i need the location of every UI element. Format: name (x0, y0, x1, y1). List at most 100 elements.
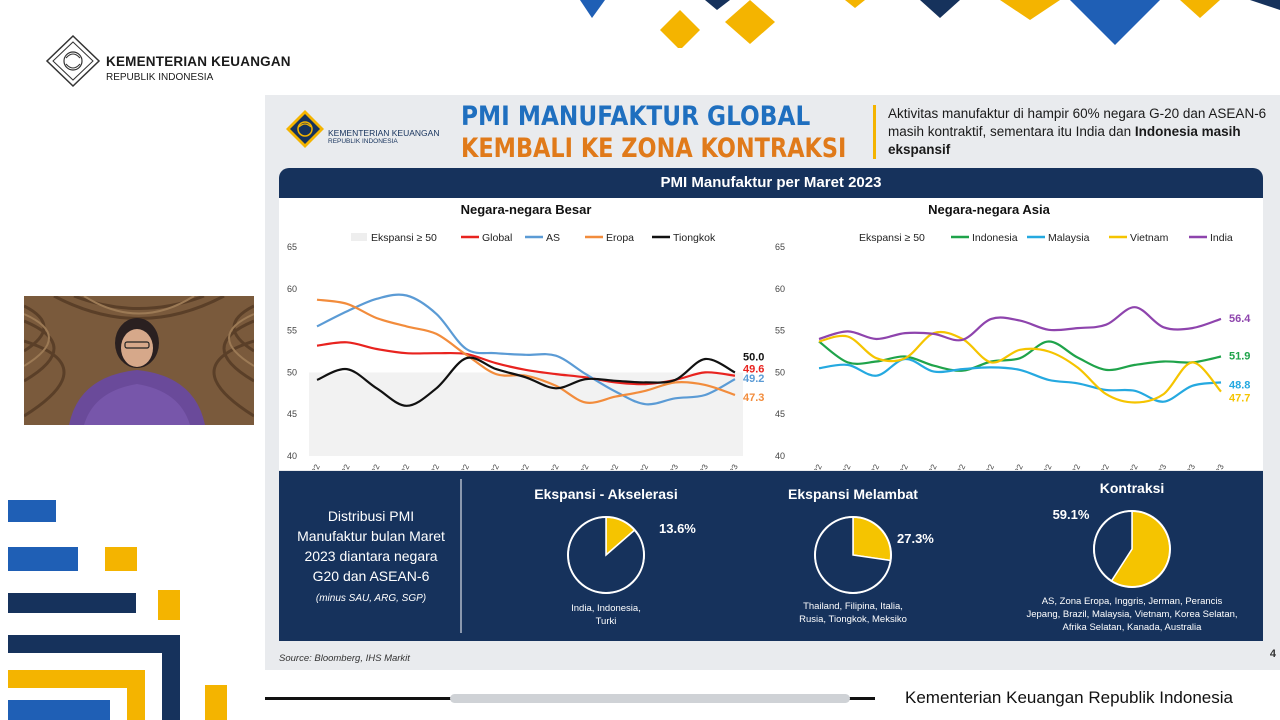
x-tick-label: Nov-22 (1092, 463, 1111, 470)
y-tick-label: 45 (287, 409, 297, 419)
y-tick-label: 40 (775, 451, 785, 461)
series-line-as (316, 293, 736, 406)
pie-slice-highlight (852, 516, 892, 562)
x-tick-label: Jun-22 (949, 463, 968, 470)
x-tick-label: Feb-22 (834, 463, 853, 470)
source-note: Source: Bloomberg, IHS Markit (279, 653, 410, 664)
x-tick-label: Jun-22 (453, 463, 472, 470)
y-tick-label: 60 (287, 284, 297, 294)
series-line-vietnam (818, 330, 1222, 404)
top-decoration (580, 0, 1280, 48)
y-tick-label: 40 (287, 451, 297, 461)
line-chart-negara-asia: Negara-negara Asia 40 45 50 55 60 65 Jan-22 Feb-… (775, 202, 1251, 470)
expansion-band (811, 247, 1229, 373)
pie-title: Kontraksi (1100, 480, 1165, 496)
x-tick-label: Mar-23 (1207, 463, 1226, 470)
pie-countries: AS, Zona Eropa, Inggris, Jerman, Peranci… (1042, 596, 1223, 607)
legend-label-tiongkok: Tiongkok (673, 232, 716, 244)
y-tick-label: 60 (775, 284, 785, 294)
series-line-tiongkok (316, 356, 736, 407)
left-decoration (8, 500, 227, 720)
legend-label-vietnam: Vietnam (1130, 232, 1169, 244)
x-tick-label: May-22 (422, 463, 442, 470)
pie-title: Ekspansi Melambat (788, 486, 918, 502)
summary-text: Aktivitas manufaktur di hampir 60% negar… (888, 106, 1267, 139)
distribution-text: Manufaktur bulan Maret (297, 528, 445, 544)
page-number: 4 (1269, 648, 1276, 660)
chart-title: Negara-negara Asia (928, 202, 1050, 217)
series-line-malaysia (818, 357, 1222, 403)
ministry-logo-icon (45, 34, 101, 88)
pie-countries: Afrika Selatan, Kanada, Australia (1063, 622, 1203, 633)
x-tick-label: Jan-23 (1150, 463, 1169, 470)
contraction-area (309, 372, 743, 456)
header-org-name: KEMENTERIAN KEUANGAN (106, 54, 291, 69)
pie-title: Ekspansi - Akselerasi (534, 486, 677, 502)
slide-logo-icon (286, 110, 324, 148)
pie-outline (1093, 510, 1171, 588)
x-tick-label: Jul-22 (979, 463, 997, 470)
pie-outline (814, 516, 892, 594)
pie-charts: Distribusi PMI Manufaktur bulan Maret 2023… (297, 479, 1238, 633)
distribution-text: G20 dan ASEAN-6 (313, 568, 430, 584)
x-tick-label: Mar-22 (363, 463, 382, 470)
header-brand: KEMENTERIAN KEUANGAN REPUBLIK INDONESIA (44, 34, 304, 94)
expansion-band (309, 247, 743, 373)
speaker-video-frame (24, 296, 254, 425)
x-tick-label: Feb-23 (1178, 463, 1197, 470)
line-chart-negara-besar: Negara-negara Besar 40 45 50 55 60 65 Jan-22 Feb… (287, 202, 764, 470)
y-tick-label: 55 (775, 326, 785, 336)
chart-title: Negara-negara Besar (461, 202, 592, 217)
legend-label-malaysia: Malaysia (1048, 232, 1090, 244)
charts-area: Negara-negara Besar 40 45 50 55 60 65 Jan-22 Feb… (279, 198, 1263, 470)
end-label-global: 49.6 (743, 364, 764, 376)
legend-label-band: Ekspansi ≥ 50 (859, 232, 925, 244)
presentation-slide: KEMENTERIAN KEUANGAN REPUBLIK INDONESIA … (265, 95, 1280, 670)
legend-label-global: Global (482, 232, 512, 244)
slide-brand-sub: REPUBLIK INDONESIA (328, 138, 398, 145)
y-tick-label: 65 (287, 242, 297, 252)
summary-bold: Indonesia masih ekspansif (888, 124, 1241, 157)
x-tick-label: Aug-22 (512, 463, 531, 470)
footer-text: Kementerian Keuangan Republik Indonesia (905, 688, 1233, 707)
slide-brand: KEMENTERIAN KEUANGAN REPUBLIK INDONESIA (265, 95, 465, 155)
x-tick-label: Mar-22 (862, 463, 881, 470)
x-tick-label: Jan-22 (303, 463, 322, 470)
legend-label-as: AS (546, 232, 560, 244)
y-tick-label: 65 (775, 242, 785, 252)
x-tick-label: Oct-22 (572, 463, 591, 470)
x-tick-label: Aug-22 (1006, 463, 1025, 470)
x-tick-label: Sep-22 (1034, 463, 1053, 470)
x-tick-label: Oct-22 (1064, 463, 1083, 470)
x-tick-label: Jul-22 (484, 463, 502, 470)
y-tick-label: 55 (287, 326, 297, 336)
end-label-indonesia: 51.9 (1229, 351, 1250, 363)
x-tick-label: Sep-22 (542, 463, 561, 470)
pie-outline (567, 516, 645, 594)
distribution-note: (minus SAU, ARG, SGP) (316, 593, 426, 604)
pie-countries: Thailand, Filipina, Italia, (803, 601, 903, 612)
end-label-india: 56.4 (1229, 313, 1251, 325)
speaker-video (24, 296, 254, 425)
end-label-tiongkok: 50.0 (743, 351, 764, 363)
x-tick-label: Jan-23 (662, 463, 681, 470)
header-org-sub: REPUBLIK INDONESIA (106, 72, 214, 83)
chart-banner: PMI Manufaktur per Maret 2023 (279, 168, 1263, 198)
x-tick-label: Nov-22 (601, 463, 620, 470)
pie-value-label: 27.3% (897, 531, 934, 546)
slide-brand-name: KEMENTERIAN KEUANGAN (328, 128, 440, 138)
legend-label-india: India (1210, 232, 1233, 244)
x-tick-label: Dec-22 (1121, 463, 1140, 470)
presentation-scrollbar[interactable] (450, 694, 850, 703)
slide-title-line1: PMI MANUFAKTUR GLOBAL (461, 101, 811, 132)
legend-label-band: Ekspansi ≥ 50 (371, 232, 437, 244)
end-label-as: 49.2 (743, 373, 764, 385)
pie-countries: Turki (596, 616, 617, 627)
distribution-text: 2023 diantara negara (304, 548, 437, 564)
x-tick-label: Jan-22 (805, 463, 824, 470)
x-tick-label: May-22 (919, 463, 939, 470)
x-tick-label: Mar-23 (721, 463, 740, 470)
series-line-india (818, 306, 1222, 342)
x-tick-label: Feb-23 (691, 463, 710, 470)
slide-title-line2: KEMBALI KE ZONA KONTRAKSI (461, 133, 847, 164)
